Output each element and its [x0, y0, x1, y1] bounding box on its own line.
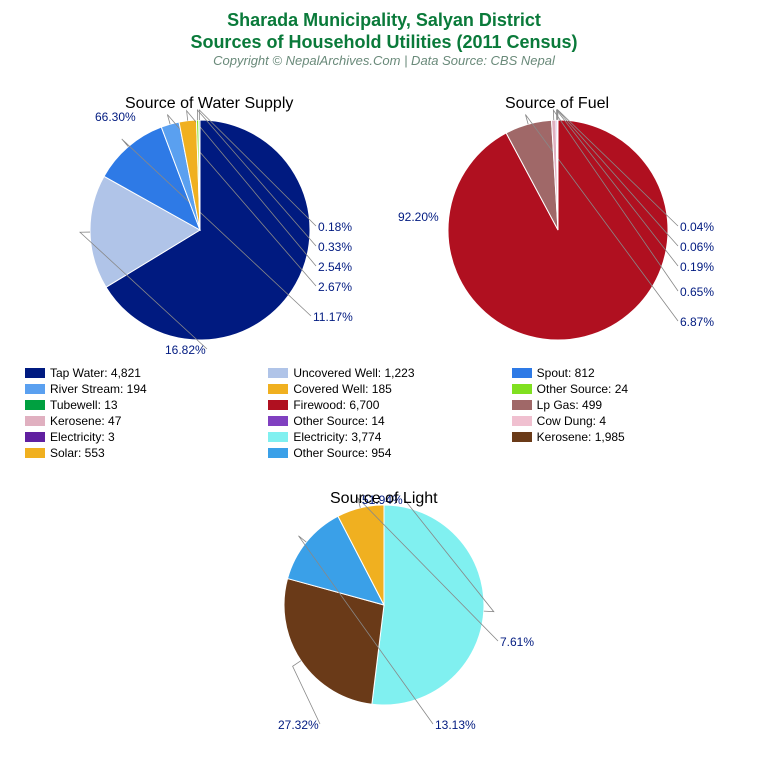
legend-item: Other Source: 14 [268, 414, 501, 428]
pie-label: 0.18% [318, 220, 352, 234]
legend-item: Tubewell: 13 [25, 398, 258, 412]
pie-label: 11.17% [313, 310, 353, 324]
legend-label: Electricity: 3 [50, 430, 115, 444]
legend-item: Covered Well: 185 [268, 382, 501, 396]
legend-swatch [25, 400, 45, 410]
legend-item: Kerosene: 1,985 [512, 430, 745, 444]
legend-item: Kerosene: 47 [25, 414, 258, 428]
legend-swatch [512, 384, 532, 394]
legend-label: River Stream: 194 [50, 382, 147, 396]
legend-item: Other Source: 954 [268, 446, 501, 460]
pie-label: 0.65% [680, 285, 714, 299]
legend-label: Kerosene: 47 [50, 414, 121, 428]
legend-label: Spout: 812 [537, 366, 595, 380]
legend-item: Cow Dung: 4 [512, 414, 745, 428]
legend-swatch [268, 416, 288, 426]
legend-swatch [512, 400, 532, 410]
legend-label: Electricity: 3,774 [293, 430, 381, 444]
legend-swatch [25, 384, 45, 394]
pie-label: 0.06% [680, 240, 714, 254]
legend-swatch [25, 368, 45, 378]
pie-label: 2.67% [318, 280, 352, 294]
legend-swatch [512, 416, 532, 426]
legend-item: Spout: 812 [512, 366, 745, 380]
legend: Tap Water: 4,821 Uncovered Well: 1,223 Spo… [25, 366, 745, 460]
legend-item: Electricity: 3 [25, 430, 258, 444]
legend-swatch [268, 400, 288, 410]
legend-label: Other Source: 14 [293, 414, 384, 428]
legend-item: Tap Water: 4,821 [25, 366, 258, 380]
legend-swatch [25, 416, 45, 426]
pie-label: 13.13% [435, 718, 476, 732]
legend-item: Electricity: 3,774 [268, 430, 501, 444]
legend-swatch [512, 368, 532, 378]
legend-label: Solar: 553 [50, 446, 105, 460]
legend-label: Other Source: 24 [537, 382, 628, 396]
legend-swatch [268, 368, 288, 378]
legend-item: Firewood: 6,700 [268, 398, 501, 412]
legend-label: Cow Dung: 4 [537, 414, 606, 428]
chart-title: Source of Water Supply [125, 95, 293, 113]
legend-item: Lp Gas: 499 [512, 398, 745, 412]
legend-swatch [512, 432, 532, 442]
legend-swatch [268, 384, 288, 394]
legend-label: Covered Well: 185 [293, 382, 392, 396]
legend-item: Solar: 553 [25, 446, 258, 460]
legend-label: Firewood: 6,700 [293, 398, 379, 412]
legend-label: Uncovered Well: 1,223 [293, 366, 414, 380]
chart-title: Source of Light [330, 490, 438, 508]
pie-label: 7.61% [500, 635, 534, 649]
legend-label: Tap Water: 4,821 [50, 366, 141, 380]
pie-label: 16.82% [165, 343, 206, 357]
legend-label: Lp Gas: 499 [537, 398, 602, 412]
pie-label: 0.33% [318, 240, 352, 254]
legend-swatch [25, 432, 45, 442]
pie-label: 27.32% [278, 718, 319, 732]
legend-item: Uncovered Well: 1,223 [268, 366, 501, 380]
chart-container: Sharada Municipality, Salyan District So… [0, 0, 768, 768]
pie-label: 0.19% [680, 260, 714, 274]
pie-slice [372, 505, 484, 705]
legend-label: Tubewell: 13 [50, 398, 118, 412]
legend-swatch [268, 432, 288, 442]
pie-label: 2.54% [318, 260, 352, 274]
legend-item: Other Source: 24 [512, 382, 745, 396]
legend-label: Kerosene: 1,985 [537, 430, 625, 444]
legend-label: Other Source: 954 [293, 446, 391, 460]
legend-swatch [268, 448, 288, 458]
legend-item: River Stream: 194 [25, 382, 258, 396]
chart-title: Source of Fuel [505, 95, 609, 113]
pie-label: 92.20% [398, 210, 439, 224]
legend-swatch [25, 448, 45, 458]
pie-label: 6.87% [680, 315, 714, 329]
pie-label: 0.04% [680, 220, 714, 234]
